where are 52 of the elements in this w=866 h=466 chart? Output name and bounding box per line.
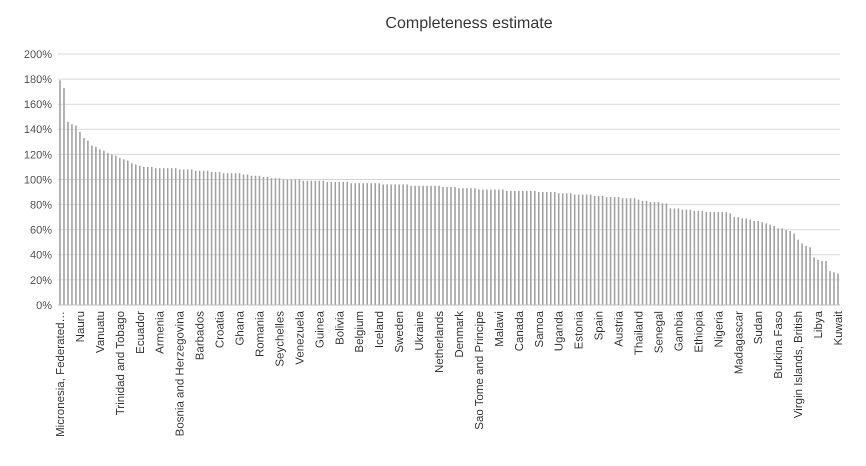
y-tick-label: 200% <box>24 48 52 61</box>
x-tick-label: Nigeria <box>713 310 726 348</box>
x-tick-label: Micronesia, Federated… <box>54 311 67 437</box>
x-tick-label: Spain <box>594 311 606 340</box>
x-tick-label: Madagascar <box>733 310 746 374</box>
x-tick-label: Ukraine <box>414 311 426 351</box>
x-tick-label: Estonia <box>574 310 586 350</box>
x-tick-label: Guinea <box>314 310 326 348</box>
y-tick-label: 140% <box>24 124 52 136</box>
y-tick-label: 20% <box>30 274 52 287</box>
x-tick-label: Libya <box>813 310 826 338</box>
x-tick-label: Ethiopia <box>693 310 706 353</box>
x-tick-label: Croatia <box>214 310 227 348</box>
x-tick-label: Bosnia and Herzegovina <box>174 310 187 436</box>
x-tick-label: Nauru <box>74 311 87 342</box>
y-tick-label: 160% <box>24 99 52 112</box>
x-tick-label: Trinidad and Tobago <box>114 311 127 416</box>
x-tick-label: Samoa <box>534 310 546 348</box>
x-tick-label: Gambia <box>673 310 686 352</box>
y-tick-label: 120% <box>24 149 52 162</box>
y-tick-label: 180% <box>24 74 52 86</box>
y-tick-label: 80% <box>30 199 52 212</box>
x-tick-label: Thailand <box>634 311 646 356</box>
y-tick-label: 40% <box>30 250 52 262</box>
x-tick-label: Virgin Islands, British <box>793 311 806 418</box>
x-tick-label: Armenia <box>154 310 167 354</box>
x-tick-label: Barbados <box>194 310 207 360</box>
x-tick-label: Belgium <box>354 311 366 353</box>
x-tick-label: Romania <box>254 310 266 358</box>
x-tick-label: Sweden <box>394 311 406 353</box>
x-tick-label: Sao Tome and Principe <box>474 311 486 430</box>
x-tick-label: Sudan <box>753 311 766 344</box>
y-tick-label: 60% <box>30 224 52 237</box>
x-tick-label: Venezuela <box>294 310 306 365</box>
x-tick-label: Malawi <box>494 311 506 347</box>
chart-title: Completeness estimate <box>385 15 553 32</box>
x-tick-label: Senegal <box>653 311 666 354</box>
x-tick-label: Bolivia <box>334 310 346 345</box>
x-tick-label: Netherlands <box>434 310 446 374</box>
x-tick-label: Ecuador <box>134 310 147 354</box>
x-tick-label: Seychelles <box>274 310 286 367</box>
y-tick-label: 100% <box>24 174 52 186</box>
x-tick-label: Iceland <box>374 311 386 348</box>
x-tick-label: Uganda <box>554 310 566 352</box>
x-tick-label: Canada <box>514 310 526 352</box>
x-tick-label: Denmark <box>454 310 466 358</box>
x-tick-label: Austria <box>614 310 626 347</box>
x-tick-label: Burkina Faso <box>773 311 786 379</box>
x-tick-label: Kuwait <box>833 310 846 346</box>
y-tick-label: 0% <box>36 300 52 312</box>
x-tick-label: Ghana <box>234 310 247 346</box>
x-tick-label: Vanuatu <box>94 311 107 353</box>
